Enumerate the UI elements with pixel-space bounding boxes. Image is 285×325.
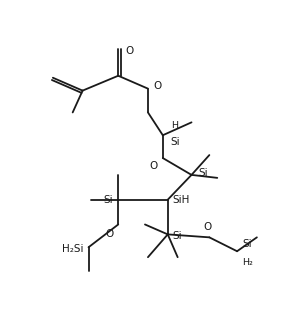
Text: Si: Si bbox=[242, 239, 252, 249]
Text: O: O bbox=[150, 161, 158, 171]
Text: H₂: H₂ bbox=[242, 258, 253, 267]
Text: SiH: SiH bbox=[173, 195, 190, 205]
Text: O: O bbox=[153, 81, 161, 91]
Text: Si: Si bbox=[173, 231, 182, 241]
Text: O: O bbox=[203, 222, 211, 232]
Text: H: H bbox=[171, 121, 178, 130]
Text: Si: Si bbox=[104, 195, 113, 205]
Text: O: O bbox=[105, 229, 113, 240]
Text: O: O bbox=[125, 46, 133, 56]
Text: Si: Si bbox=[198, 168, 208, 178]
Text: H₂Si: H₂Si bbox=[62, 244, 84, 254]
Text: Si: Si bbox=[171, 137, 180, 147]
